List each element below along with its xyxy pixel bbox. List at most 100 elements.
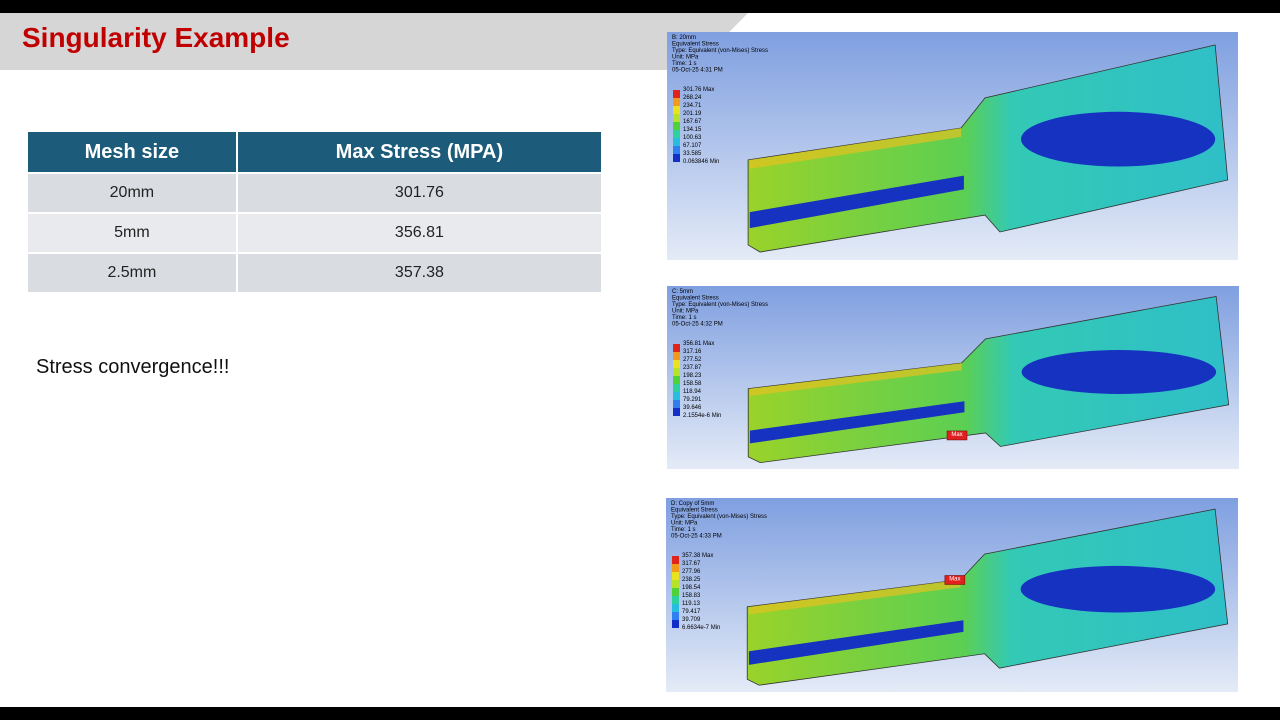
- figure-info: Equivalent Stress: [672, 42, 719, 48]
- legend-label: 158.83: [682, 593, 701, 599]
- low-stress-band: [749, 175, 964, 229]
- legend-swatch: [672, 620, 679, 628]
- legend-label: 158.58: [683, 381, 702, 387]
- legend-label: 237.87: [683, 365, 702, 371]
- figure-info: Unit: MPa: [671, 521, 698, 527]
- legend-label: 6.6634e-7 Min: [682, 625, 720, 631]
- table-row: 20mm 301.76: [26, 172, 604, 214]
- cell: 357.38: [235, 252, 604, 294]
- figure-info: 05-Oct-25 4:32 PM: [672, 322, 723, 328]
- slide-title: Singularity Example: [22, 22, 290, 53]
- legend-label: 277.52: [683, 357, 702, 363]
- bottom-bar: [0, 707, 1280, 720]
- top-bar: [0, 0, 1280, 13]
- figure-info: Time: 1 s: [672, 315, 696, 321]
- legend-swatch: [673, 114, 680, 122]
- legend-label: 238.25: [682, 577, 701, 583]
- legend-label: 100.63: [683, 135, 702, 141]
- header-band: [0, 13, 748, 70]
- cell: 20mm: [26, 172, 238, 214]
- legend-swatch: [672, 612, 679, 620]
- cell: 301.76: [235, 172, 604, 214]
- figure-info: B: 20mm: [672, 35, 696, 41]
- legend-label: 119.13: [682, 601, 701, 607]
- figure-info: Time: 1 s: [672, 61, 696, 67]
- figure-info: Type: Equivalent (von-Mises) Stress: [672, 302, 768, 308]
- figure-info: D: Copy of 5mm: [671, 501, 714, 507]
- legend-swatch: [672, 580, 679, 588]
- legend-label: 301.76 Max: [683, 87, 714, 93]
- note: Stress convergence!!!: [36, 356, 230, 378]
- legend-label: 79.417: [682, 609, 701, 615]
- legend-label: 67.107: [683, 143, 702, 149]
- figure-info: Type: Equivalent (von-Mises) Stress: [672, 48, 768, 54]
- legend-swatch: [673, 98, 680, 106]
- high-stress-band: [748, 579, 961, 615]
- legend-swatch: [673, 138, 680, 146]
- legend-swatch: [672, 596, 679, 604]
- legend-swatch: [673, 408, 680, 416]
- header-cell: Max Stress (MPA): [235, 130, 604, 174]
- max-label: Max: [951, 432, 962, 438]
- legend-label: 198.54: [682, 585, 701, 591]
- low-stress-band: [748, 620, 964, 665]
- results-table: Mesh size Max Stress (MPA) 20mm 301.76 5…: [26, 130, 604, 294]
- header-cell: Mesh size: [26, 130, 238, 174]
- legend-label: 277.96: [682, 569, 701, 575]
- legend-label: 317.67: [682, 561, 701, 567]
- low-stress-zone: [1020, 565, 1216, 613]
- legend-swatch: [673, 154, 680, 162]
- legend-swatch: [673, 90, 680, 98]
- legend-swatch: [673, 106, 680, 114]
- legend-swatch: [672, 564, 679, 572]
- legend-label: 167.67: [683, 119, 702, 125]
- legend-swatch: [673, 368, 680, 376]
- legend-swatch: [672, 556, 679, 564]
- legend-swatch: [673, 146, 680, 154]
- low-stress-zone: [1021, 111, 1216, 167]
- legend-swatch: [672, 604, 679, 612]
- legend-label: 198.23: [683, 373, 702, 379]
- max-marker: [946, 430, 968, 441]
- legend-label: 134.15: [683, 127, 702, 133]
- legend-label: 39.646: [683, 405, 702, 411]
- legend-swatch: [673, 376, 680, 384]
- legend-label: 118.94: [683, 389, 702, 395]
- high-stress-band: [749, 127, 962, 169]
- legend-swatch: [673, 122, 680, 130]
- figure-info: C: 5mm: [672, 289, 693, 295]
- figure-info: Unit: MPa: [672, 309, 699, 315]
- legend-swatch: [673, 344, 680, 352]
- table-row: 2.5mm 357.38: [26, 252, 604, 294]
- max-marker: [944, 575, 966, 585]
- cell: 2.5mm: [26, 252, 238, 294]
- legend-swatch: [673, 400, 680, 408]
- table-row: 5mm 356.81: [26, 212, 604, 254]
- figure-info: Unit: MPa: [672, 55, 699, 61]
- legend-label: 268.24: [683, 95, 702, 101]
- legend-swatch: [672, 572, 679, 580]
- legend-label: 201.19: [683, 111, 702, 117]
- high-stress-band: [749, 363, 962, 396]
- figure-info: Type: Equivalent (von-Mises) Stress: [671, 514, 767, 520]
- low-stress-band: [749, 401, 965, 444]
- legend-label: 0.063846 Min: [683, 159, 719, 165]
- table-header: Mesh size Max Stress (MPA): [26, 130, 604, 174]
- figure-info: Equivalent Stress: [672, 296, 719, 302]
- legend-swatch: [673, 360, 680, 368]
- low-stress-zone: [1021, 350, 1217, 394]
- legend-swatch: [672, 588, 679, 596]
- legend-label: 356.81 Max: [683, 341, 714, 347]
- figure-info: Equivalent Stress: [671, 508, 718, 514]
- legend-swatch: [673, 392, 680, 400]
- legend-label: 2.1554e-6 Min: [683, 413, 721, 419]
- legend-swatch: [673, 384, 680, 392]
- legend-swatch: [673, 130, 680, 138]
- legend-label: 234.71: [683, 103, 702, 109]
- figure-info: 05-Oct-25 4:31 PM: [672, 68, 723, 74]
- cell: 5mm: [26, 212, 238, 254]
- max-label: Max: [949, 577, 960, 583]
